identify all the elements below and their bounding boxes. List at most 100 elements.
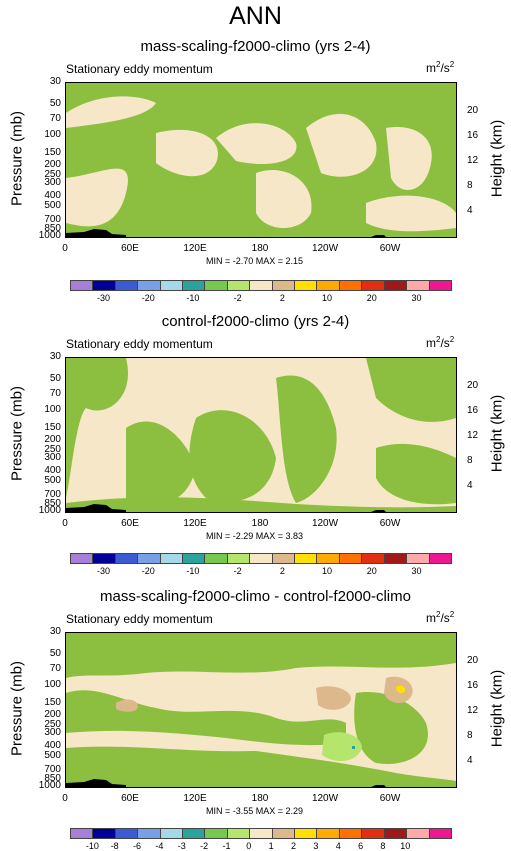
colorbar-tick-label: 30 (411, 566, 422, 576)
pressure-tick-label: 150 (44, 696, 61, 708)
colorbar-tick-label: 6 (358, 841, 364, 851)
colorbar-swatch (362, 281, 385, 290)
contour-plot-area (65, 82, 457, 238)
longitude-tick-label: 0 (62, 793, 68, 804)
colorbar-swatch (250, 829, 273, 838)
colorbar-tick-label: 2 (279, 293, 285, 303)
pressure-tick-label: 150 (44, 146, 61, 158)
topography-mask (371, 785, 386, 787)
y-axis-label: Pressure (mb) (8, 660, 26, 757)
longitude-tick-label: 180 (251, 243, 269, 254)
colorbar (70, 280, 452, 291)
units-exponent: 2 (449, 335, 455, 344)
colorbar-swatch (272, 829, 296, 838)
units-exponent: 2 (436, 60, 441, 69)
colorbar-swatch (71, 554, 94, 563)
colorbar-tick-label: -8 (110, 841, 119, 851)
pressure-tick-label: 200 (44, 709, 61, 721)
topography-mask (66, 504, 126, 512)
height-tick-label: 16 (467, 679, 479, 691)
colorbar-swatch (183, 281, 206, 290)
height-tick-label: 20 (467, 379, 479, 391)
pressure-tick-label: 200 (44, 159, 61, 171)
main-title: ANN (229, 2, 282, 30)
colorbar-swatch (429, 554, 451, 563)
colorbar-swatch (295, 554, 318, 563)
colorbar-swatch (138, 281, 161, 290)
colorbar-swatch (429, 281, 451, 290)
colorbar-swatch (250, 554, 273, 563)
height-tick-label: 8 (467, 454, 473, 466)
height-tick-label: 8 (467, 179, 473, 191)
pressure-tick-label: 200 (44, 434, 61, 446)
colorbar-tick-label: -10 (186, 566, 200, 576)
pressure-tick-label: 400 (44, 464, 61, 476)
longitude-tick-label: 60E (121, 518, 139, 529)
pressure-tick-label: 300 (44, 452, 61, 464)
longitude-tick-label: 60W (379, 518, 401, 529)
longitude-tick-label: 60E (121, 793, 139, 804)
pressure-tick-label: 100 (44, 403, 61, 415)
contour-region (66, 168, 128, 227)
colorbar-swatch (227, 829, 251, 838)
contour-field (66, 358, 456, 512)
contour-region (276, 375, 337, 503)
contour-region (66, 746, 456, 787)
colorbar-tick-label: -2 (233, 293, 242, 303)
longitude-tick-label: 60E (121, 243, 139, 254)
colorbar-swatch (407, 554, 430, 563)
colorbar-tick-label: 20 (366, 566, 377, 576)
colorbar-tick-label: 10 (322, 566, 333, 576)
colorbar-swatch (115, 829, 139, 838)
colorbar-swatch (93, 829, 116, 838)
longitude-tick-label: 180 (251, 793, 269, 804)
pressure-tick-label: 250 (44, 169, 61, 181)
contour-region (366, 195, 456, 232)
colorbar-tick-label: 20 (366, 293, 377, 303)
colorbar-swatch (93, 281, 116, 290)
pressure-tick-label: 500 (44, 749, 61, 761)
colorbar-tick-label: 10 (322, 293, 333, 303)
height-tick-label: 16 (467, 404, 479, 416)
colorbar-swatch (295, 281, 318, 290)
pressure-tick-label: 700 (44, 764, 61, 776)
colorbar-swatch (115, 554, 139, 563)
height-tick-label: 8 (467, 729, 473, 741)
min-max-label: MIN = -3.55 MAX = 2.29 (206, 806, 304, 816)
contour-field (66, 83, 456, 237)
contour-region (216, 123, 297, 164)
height-tick-label: 16 (467, 129, 479, 141)
colorbar-tick-label: -3 (177, 841, 186, 851)
pressure-tick-label: 100 (44, 128, 61, 140)
longitude-tick-label: 120E (183, 518, 207, 529)
pressure-tick-label: 850 (44, 497, 61, 509)
topography-mask (66, 229, 126, 237)
colorbar-swatch (227, 554, 251, 563)
units-exponent: 2 (436, 610, 441, 619)
colorbar-swatch (317, 554, 340, 563)
longitude-tick-label: 120W (311, 243, 339, 254)
colorbar-tick-label: -10 (85, 841, 99, 851)
colorbar-swatch (160, 554, 184, 563)
colorbar-swatch (138, 829, 161, 838)
pressure-tick-label: 700 (44, 214, 61, 226)
longitude-tick-label: 0 (62, 518, 68, 529)
pressure-tick-label: 400 (44, 739, 61, 751)
contour-region (322, 732, 362, 762)
pressure-tick-label: 30 (49, 76, 61, 87)
pressure-tick-label: 70 (49, 113, 61, 125)
colorbar-swatch (384, 829, 408, 838)
colorbar-swatch (272, 554, 296, 563)
topography-mask (371, 510, 386, 512)
contour-region (156, 129, 218, 177)
colorbar-tick-label: -30 (97, 293, 111, 303)
colorbar-swatch (339, 829, 363, 838)
colorbar-tick-label: -2 (200, 841, 209, 851)
colorbar-swatch (384, 281, 408, 290)
height-tick-label: 20 (467, 104, 479, 116)
units-exponent: 2 (449, 60, 455, 69)
pressure-tick-label: 250 (44, 719, 61, 731)
contour-region (354, 692, 428, 764)
colorbar-tick-label: -20 (141, 293, 155, 303)
contour-region (376, 443, 456, 505)
